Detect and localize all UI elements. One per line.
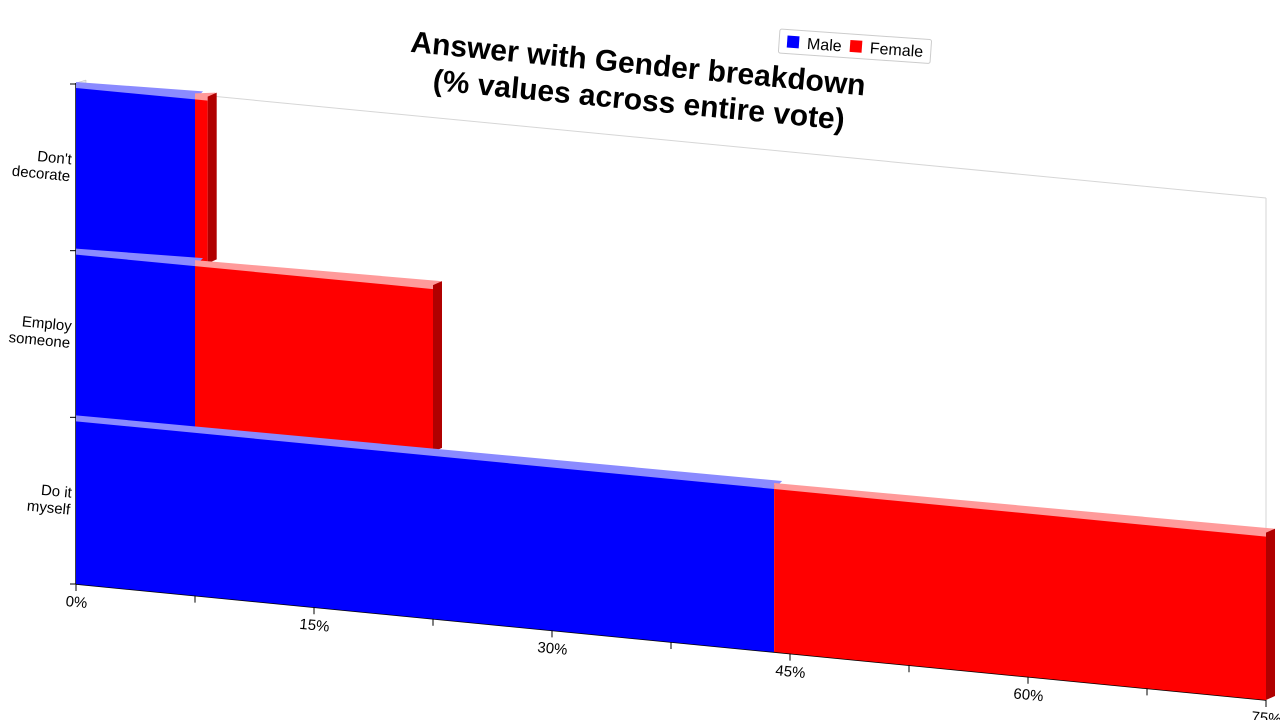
- bar-top: [76, 248, 203, 267]
- category-label-line: someone: [8, 329, 71, 352]
- x-tick-label-15: 15%: [299, 616, 331, 636]
- bar-male-do-it-myself: [76, 415, 783, 653]
- category-label-employ-someone: Employsomeone: [8, 312, 73, 352]
- bar-top: [195, 260, 441, 290]
- bar-side: [207, 92, 217, 264]
- legend[interactable]: Male Female: [777, 28, 932, 64]
- category-label-do-it-myself: Do itmyself: [26, 481, 73, 519]
- bar-top: [774, 482, 1274, 537]
- bar-top: [195, 92, 216, 101]
- bar-face: [76, 250, 195, 429]
- category-label-line: Employ: [21, 313, 73, 335]
- bar-face: [76, 84, 195, 263]
- bar-face: [195, 95, 208, 264]
- bar-female-employ-someone: [195, 260, 442, 452]
- bar-female-do-it-myself: [774, 482, 1275, 700]
- category-label-line: Don't: [37, 148, 74, 168]
- category-label-line: Do it: [40, 482, 73, 502]
- bar-side: [1266, 528, 1275, 700]
- category-label-line: decorate: [11, 163, 71, 186]
- bar-female-don-t-decorate: [195, 92, 217, 264]
- legend-label-female: Female: [869, 40, 924, 61]
- category-label-line: myself: [26, 498, 72, 519]
- bar-face: [774, 484, 1266, 700]
- bars-group: [76, 82, 1275, 700]
- plot-top-edge: [75, 82, 1267, 199]
- x-tick-label-0: 0%: [65, 593, 88, 612]
- bar-male-employ-someone: [76, 248, 203, 429]
- category-labels: Don'tdecorate Employsomeone Do itmyself: [8, 146, 74, 519]
- bar-top: [76, 415, 783, 489]
- category-tick-marks: [70, 83, 76, 585]
- legend-swatch-male: [786, 35, 800, 49]
- bar-face: [76, 417, 775, 653]
- legend-label-male: Male: [806, 36, 842, 55]
- value-axis-ticks: 0% 15% 30% 45% 60% 75%: [65, 584, 1280, 720]
- x-tick-label-75: 75%: [1251, 709, 1280, 720]
- bar-male-don-t-decorate: [76, 82, 203, 263]
- bar-side: [433, 281, 442, 452]
- x-tick-label-60: 60%: [1013, 685, 1045, 705]
- legend-swatch-female: [849, 39, 863, 53]
- bar-face: [195, 262, 433, 452]
- category-label-don-t-decorate: Don'tdecorate: [11, 146, 73, 186]
- bar-top: [76, 82, 203, 100]
- x-tick-label-45: 45%: [775, 662, 807, 682]
- x-tick-label-30: 30%: [537, 639, 569, 659]
